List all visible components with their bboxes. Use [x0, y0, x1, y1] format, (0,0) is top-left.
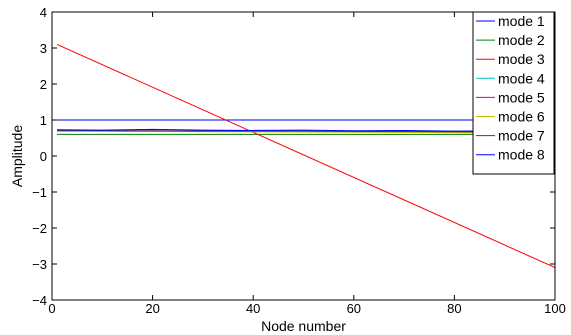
- y-tick-label: −3: [32, 257, 47, 272]
- x-tick-label: 40: [246, 301, 260, 316]
- legend-label-5: mode 5: [498, 89, 545, 105]
- legend-label-8: mode 8: [498, 147, 545, 163]
- legend: mode 1 mode 2 mode 3 mode 4 mode 5 mode 6 mode…: [472, 11, 555, 175]
- series-line-6: [57, 130, 555, 134]
- x-tick-label: 80: [447, 301, 461, 316]
- series-line-8: [57, 128, 555, 133]
- series-group: [56, 43, 555, 269]
- y-tick-label: 1: [40, 113, 47, 128]
- y-tick-label: −1: [32, 185, 47, 200]
- legend-label-1: mode 1: [498, 13, 545, 29]
- x-tick-label: 0: [48, 301, 55, 316]
- legend-label-4: mode 4: [498, 70, 545, 86]
- y-tick-label: 2: [40, 77, 47, 92]
- legend-label-7: mode 7: [498, 128, 545, 144]
- y-tick-label: 4: [40, 5, 47, 20]
- x-tick-label: 100: [544, 301, 566, 316]
- legend-label-2: mode 2: [498, 32, 545, 48]
- series-line-3: [56, 43, 555, 269]
- y-tick-label: −4: [32, 293, 47, 308]
- legend-label-3: mode 3: [498, 51, 545, 67]
- x-tick-label: 60: [347, 301, 361, 316]
- legend-label-6: mode 6: [498, 109, 545, 125]
- y-tick-label: −2: [32, 221, 47, 236]
- y-axis-label: Amplitude: [9, 125, 25, 187]
- y-tick-label: 3: [40, 41, 47, 56]
- x-axis-label: Node number: [261, 318, 346, 334]
- y-tick-label: 0: [40, 149, 47, 164]
- x-tick-label: 20: [145, 301, 159, 316]
- legend-box: [472, 11, 555, 175]
